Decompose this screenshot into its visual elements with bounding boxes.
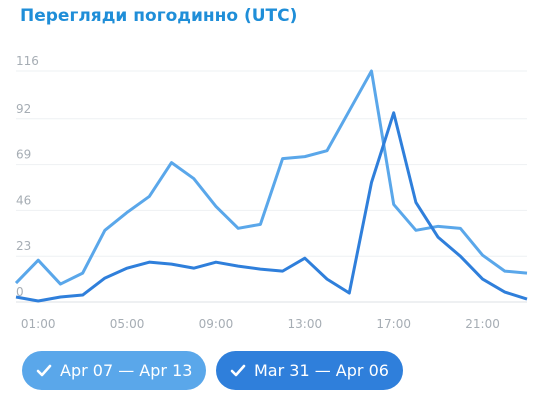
chart: 0 23 46 69 92 116 01:00 05:00 09:00 13:00 17:00 21:… xyxy=(14,54,528,331)
y-tick-label: 46 xyxy=(16,193,31,207)
legend-label: Apr 07 — Apr 13 xyxy=(60,361,193,380)
y-tick-label: 23 xyxy=(16,239,31,253)
line xyxy=(14,69,528,286)
y-tick-label: 92 xyxy=(16,102,31,116)
x-tick-label: 17:00 xyxy=(376,317,411,331)
check xyxy=(230,364,246,376)
line xyxy=(15,111,528,303)
x-tick-label: 01:00 xyxy=(21,317,56,331)
check-icon xyxy=(230,364,246,376)
x-tick-label: 05:00 xyxy=(110,317,145,331)
check xyxy=(36,364,52,376)
x-tick-label: 13:00 xyxy=(288,317,323,331)
check-icon xyxy=(36,364,52,376)
x-tick-label: 21:00 xyxy=(465,317,500,331)
legend-toggle[interactable]: Apr 07 — Apr 13 xyxy=(22,351,207,390)
y-tick-label: 0 xyxy=(16,285,24,299)
y-tick-label: 69 xyxy=(16,148,31,162)
x-tick-label: 09:00 xyxy=(199,317,234,331)
legend-toggle[interactable]: Mar 31 — Apr 06 xyxy=(216,351,403,390)
y-tick-label: 116 xyxy=(16,54,39,68)
chart-title: Перегляди погодинно (UTC) xyxy=(20,6,298,26)
legend-label: Mar 31 — Apr 06 xyxy=(254,361,389,380)
